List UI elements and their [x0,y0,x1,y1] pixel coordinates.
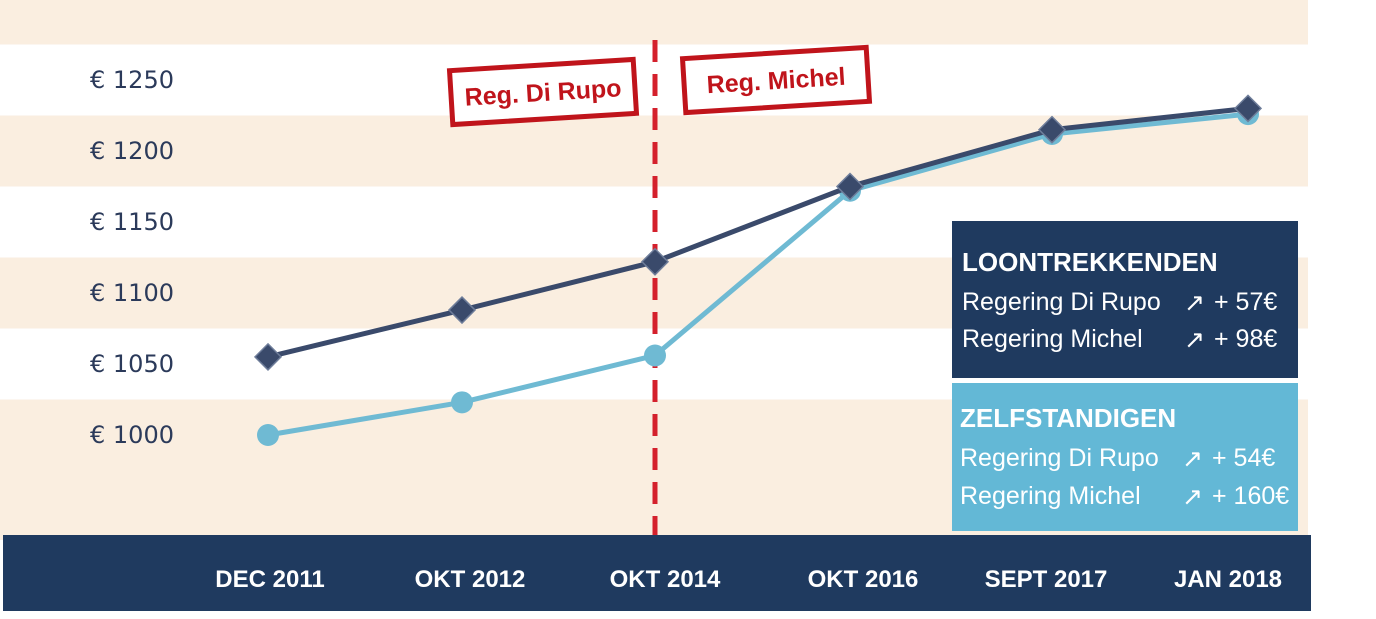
data-point-diamond [1233,94,1263,123]
annotation-dirupo: Reg. Di Rupo [446,56,640,128]
legend-employees: LOONTREKKENDEN Regering Di Rupo ↗ + 57€ … [952,221,1298,378]
data-point-circle [644,344,666,367]
legend-selfemployed-row-dirupo: Regering Di Rupo ↗ + 54€ [960,444,1298,474]
y-tick-label: € 1150 [90,208,174,236]
y-axis-ticks: € 1000 € 1050 € 1100 € 1150 € 1200 € 1250 [90,66,174,449]
x-tick-label: OKT 2012 [415,566,526,593]
arrow-up-right-icon: ↗ [1184,326,1205,354]
y-tick-label: € 1100 [90,279,174,307]
data-point-diamond [253,342,283,371]
data-point-circle [257,424,279,446]
legend-row-value: + 57€ [1214,288,1278,316]
legend-row-label: Regering Michel [960,482,1141,510]
series-line-0 [267,105,1249,360]
x-tick-label: DEC 2011 [215,566,324,593]
x-tick-label: JAN 2018 [1174,566,1282,593]
legend-row-label: Regering Michel [962,325,1143,353]
data-point-diamond [640,247,670,276]
legend-employees-title: LOONTREKKENDEN [962,247,1218,277]
x-axis-bar [3,535,1311,611]
y-tick-label: € 1200 [90,137,174,165]
arrow-up-right-icon: ↗ [1184,289,1205,317]
y-tick-label: € 1250 [90,66,174,94]
arrow-up-right-icon: ↗ [1182,445,1203,473]
x-axis-ticks: DEC 2011 OKT 2012 OKT 2014 OKT 2016 SEPT 201… [215,566,1282,593]
x-tick-label: OKT 2014 [610,566,721,593]
data-point-diamond [835,172,865,201]
y-tick-label: € 1050 [90,350,174,378]
data-point-circle [451,391,473,414]
annotation-michel: Reg. Michel [679,44,873,116]
legend-row-value: + 98€ [1214,325,1278,353]
legend-employees-row-dirupo: Regering Di Rupo ↗ + 57€ [962,288,1298,318]
data-point-diamond [1037,115,1067,144]
data-point-diamond [447,295,477,325]
x-tick-label: OKT 2016 [808,566,919,593]
arrow-up-right-icon: ↗ [1182,483,1203,511]
legend-row-label: Regering Di Rupo [962,288,1161,316]
legend-row-value: + 54€ [1212,444,1276,472]
legend-selfemployed: ZELFSTANDIGEN Regering Di Rupo ↗ + 54€ R… [952,383,1298,531]
y-tick-label: € 1000 [90,421,174,449]
x-tick-label: SEPT 2017 [985,566,1108,593]
legend-employees-row-michel: Regering Michel ↗ + 98€ [962,325,1298,355]
x-axis-background [3,535,1311,611]
legend-row-value: + 160€ [1212,482,1290,510]
legend-selfemployed-title: ZELFSTANDIGEN [960,403,1177,433]
series-line-1 [267,111,1249,438]
legend-selfemployed-row-michel: Regering Michel ↗ + 160€ [960,482,1298,512]
legend-row-label: Regering Di Rupo [960,444,1159,472]
series-group [253,94,1263,446]
